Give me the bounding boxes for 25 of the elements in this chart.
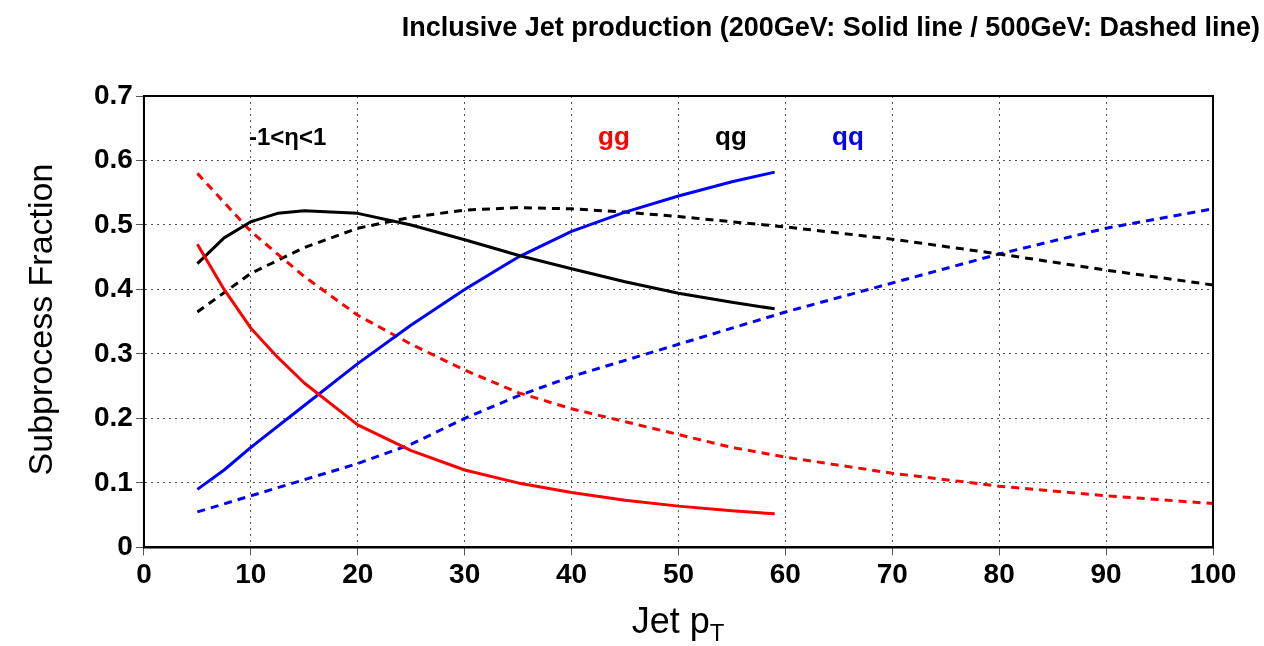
x-tick-label: 80 <box>983 557 1015 589</box>
y-tick-label: 0.6 <box>93 143 133 175</box>
x-tick-label: 100 <box>1189 557 1237 589</box>
y-tick-label: 0.2 <box>93 401 133 433</box>
y-tick-label: 0.5 <box>93 207 133 239</box>
x-tick-label: 90 <box>1090 557 1122 589</box>
y-tick-label: 0 <box>117 530 133 562</box>
y-tick-label: 0.1 <box>93 465 133 497</box>
x-tick-label: 50 <box>662 557 695 589</box>
x-tick-label: 70 <box>876 557 908 589</box>
chart-title: Inclusive Jet production (200GeV: Solid line / 500GeV: Dashed line) <box>400 12 1261 43</box>
y-tick-label: 0.7 <box>93 78 133 110</box>
x-axis-title: Jet p$_{T}$ <box>630 600 726 646</box>
x-tick-label: 40 <box>555 557 588 589</box>
y-axis-title: Subprocess Fraction <box>20 162 60 478</box>
text: qg <box>715 121 747 152</box>
text: gg <box>598 121 630 152</box>
y-tick-label: 0.4 <box>93 272 134 304</box>
text: qq <box>832 121 864 152</box>
x-tick-label: 60 <box>769 557 801 589</box>
x-tick-label: 30 <box>449 557 481 589</box>
x-tick-label: 20 <box>342 557 374 589</box>
y-tick-label: 0.3 <box>93 336 133 368</box>
annotation: -1<η<1 <box>248 122 327 150</box>
x-tick-label: 10 <box>235 557 267 589</box>
